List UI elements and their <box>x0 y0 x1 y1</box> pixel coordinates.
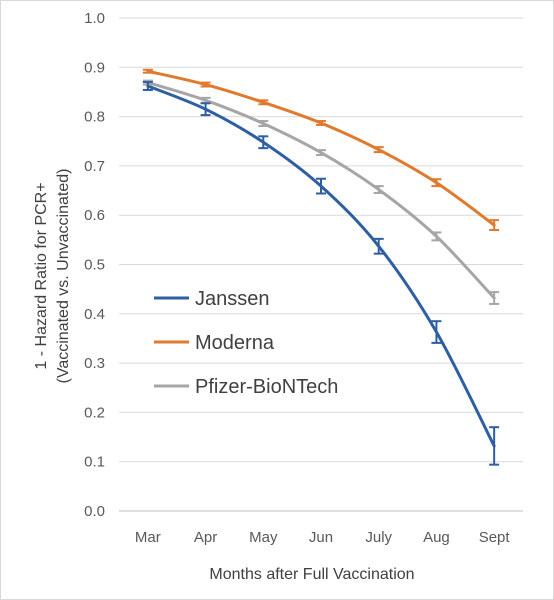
y-tick-label: 0.2 <box>84 404 105 421</box>
error-bar-pfizer-biontech <box>316 149 326 157</box>
series-line-janssen <box>146 84 496 448</box>
x-tick-label: Mar <box>135 529 161 546</box>
error-bar-janssen <box>373 237 384 255</box>
error-bar-janssen <box>431 320 442 344</box>
x-tick-label: Jun <box>309 529 333 546</box>
y-tick-label: 0.5 <box>84 257 105 274</box>
error-bar-pfizer-biontech <box>373 185 384 195</box>
y-axis-title: 1 - Hazard Ratio for PCR+ (Vaccinated vs… <box>33 169 72 384</box>
error-bar-moderna <box>373 146 384 154</box>
error-bar-moderna <box>142 68 153 74</box>
error-bar-moderna <box>316 120 326 126</box>
error-bar-pfizer-biontech <box>258 120 269 127</box>
legend-label: Janssen <box>195 288 270 310</box>
legend-label: Moderna <box>195 332 275 354</box>
error-bar-janssen <box>489 426 500 466</box>
error-bar-janssen <box>142 81 153 91</box>
legend-item-moderna: Moderna <box>154 332 275 354</box>
error-bar-janssen <box>316 177 326 195</box>
y-axis-title-line1: 1 - Hazard Ratio for PCR+ <box>33 182 50 369</box>
series-line-moderna <box>146 69 496 227</box>
error-bars <box>142 68 500 466</box>
x-tick-labels: Mar Apr May Jun July Aug Sept <box>135 529 510 546</box>
error-bar-janssen <box>258 135 269 150</box>
y-tick-label: 0.1 <box>84 454 105 471</box>
x-tick-label: May <box>249 529 278 546</box>
y-tick-label: 0.9 <box>84 59 105 76</box>
legend: Janssen Moderna Pfizer-BioNTech <box>154 288 338 398</box>
legend-item-janssen: Janssen <box>154 288 270 310</box>
error-bar-pfizer-biontech <box>489 291 500 305</box>
y-tick-label: 0.8 <box>84 109 105 126</box>
error-bar-moderna <box>258 99 269 106</box>
x-tick-label: July <box>365 529 392 546</box>
y-tick-label: 1.0 <box>84 10 105 27</box>
y-tick-label: 0.0 <box>84 503 105 520</box>
error-bar-pfizer-biontech <box>431 231 442 242</box>
x-tick-label: Aug <box>423 529 450 546</box>
y-tick-label: 0.6 <box>84 207 105 224</box>
y-tick-labels: 0.0 0.1 0.2 0.3 0.4 0.5 0.6 0.7 0.8 0.9 1.0 <box>84 10 105 520</box>
error-bar-moderna <box>489 219 500 231</box>
x-axis-title: Months after Full Vaccination <box>209 566 414 583</box>
x-tick-label: Sept <box>479 529 511 546</box>
error-bar-moderna <box>200 81 211 88</box>
gridlines <box>119 17 523 463</box>
error-bar-janssen <box>200 102 211 117</box>
legend-label: Pfizer-BioNTech <box>195 376 338 398</box>
y-tick-label: 0.4 <box>84 306 105 323</box>
y-tick-label: 0.3 <box>84 355 105 372</box>
error-bar-moderna <box>431 178 442 188</box>
y-axis-title-line2: (Vaccinated vs. Unvaccinated) <box>55 169 72 384</box>
y-tick-label: 0.7 <box>84 158 105 175</box>
x-tick-label: Apr <box>194 529 217 546</box>
legend-item-pfizer-biontech: Pfizer-BioNTech <box>154 376 338 398</box>
